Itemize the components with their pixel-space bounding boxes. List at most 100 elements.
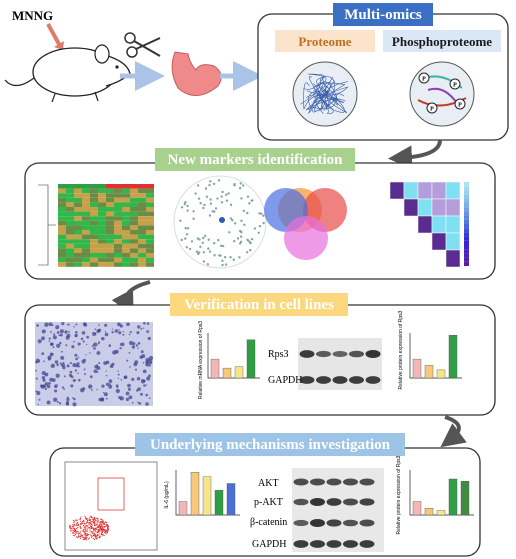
event-dot: [92, 531, 94, 533]
phospho-site: [454, 98, 466, 110]
cell: [83, 368, 86, 371]
event-dot: [100, 532, 103, 535]
cell: [44, 322, 49, 327]
cell: [90, 389, 93, 391]
event-dot: [85, 529, 87, 531]
event-dot: [76, 530, 78, 532]
network-node: [231, 219, 234, 222]
blot-band: [326, 540, 342, 548]
event-dot: [93, 522, 96, 524]
banner: [155, 148, 355, 171]
heatmap-cell: [82, 197, 90, 203]
cell: [63, 375, 66, 378]
protein-strand: [303, 75, 335, 108]
network-node: [246, 211, 249, 215]
event-dot: [76, 522, 78, 524]
mini-bar-chart: [409, 470, 474, 516]
cell: [77, 372, 79, 375]
heatmap-cell: [58, 184, 66, 189]
event-dot: [87, 518, 89, 520]
cell: [93, 347, 96, 350]
event-dot: [76, 536, 79, 539]
event-dot: [92, 537, 95, 539]
heatmap-cell: [114, 248, 122, 253]
heatmap-cell: [90, 262, 98, 267]
gate: [97, 477, 125, 511]
cell: [78, 378, 81, 382]
cell: [127, 383, 131, 388]
axis-label: Relative protein expression of Rps3: [396, 455, 402, 534]
event-dot: [84, 515, 86, 517]
event-dot: [84, 535, 86, 537]
heatmap-cell: [138, 248, 146, 253]
event-dot: [99, 528, 101, 530]
event-dot: [86, 533, 88, 535]
color-scale: [464, 245, 469, 250]
heatmap-cell: [130, 184, 138, 189]
heatmap-cell: [122, 257, 130, 263]
event-dot: [93, 529, 95, 531]
network-node: [238, 256, 241, 259]
event-dot: [101, 531, 103, 533]
event-dot: [97, 534, 100, 536]
cell: [131, 402, 134, 404]
cell: [94, 364, 98, 369]
event-dot: [94, 521, 96, 523]
heatmap-cell: [90, 216, 98, 221]
heatmap-cell: [74, 202, 82, 207]
event-dot: [93, 533, 95, 535]
event-dot: [79, 532, 81, 535]
heatmap-cell: [122, 216, 130, 221]
correlation-cell: [417, 215, 433, 234]
event-dot: [85, 517, 87, 519]
event-dot: [93, 532, 96, 534]
color-scale: [464, 228, 469, 233]
heatmap-cell: [98, 220, 106, 226]
mini-bar-chart: [409, 333, 462, 379]
heatmap-cell: [90, 197, 98, 203]
network-node: [227, 192, 230, 195]
banner-title: New markers identification: [168, 152, 344, 168]
network-node: [219, 254, 222, 257]
correlation-cell: [431, 232, 447, 251]
event-dot: [99, 522, 101, 524]
cell: [137, 325, 141, 329]
heatmap: [38, 184, 154, 267]
heatmap-cell: [66, 197, 74, 203]
heatmap-cell: [106, 197, 114, 203]
mini-bar: [448, 478, 458, 516]
event-dot: [95, 524, 97, 526]
blot-band: [343, 519, 358, 527]
event-dot: [99, 530, 101, 532]
network-node: [242, 184, 245, 187]
event-dot: [89, 527, 91, 529]
event-dot: [107, 527, 110, 529]
cell: [72, 397, 74, 400]
network-node: [208, 250, 212, 253]
heatmap-cell: [146, 207, 154, 212]
heatmap-cell: [122, 220, 130, 226]
cell: [108, 379, 113, 383]
cell: [143, 321, 146, 325]
heatmap-cell: [130, 207, 138, 212]
cell: [105, 370, 107, 372]
cell: [73, 326, 75, 328]
cell: [104, 323, 108, 327]
event-dot: [93, 520, 95, 522]
cell: [59, 341, 62, 345]
event-dot: [89, 515, 91, 517]
blot-label: GAPDH: [252, 539, 286, 550]
flow-cytometry-plot: [64, 461, 158, 551]
heatmap-cell: [58, 243, 66, 249]
event-dot: [83, 522, 85, 525]
cell: [50, 363, 55, 369]
banner: [135, 433, 405, 456]
cell: [78, 365, 81, 368]
event-dot: [72, 534, 74, 537]
phospho-mark: P: [458, 103, 462, 109]
event-dot: [103, 534, 105, 537]
event-dot: [90, 521, 93, 523]
correlation-cell: [431, 198, 447, 217]
blot-band: [359, 519, 375, 527]
event-dot: [77, 523, 79, 526]
